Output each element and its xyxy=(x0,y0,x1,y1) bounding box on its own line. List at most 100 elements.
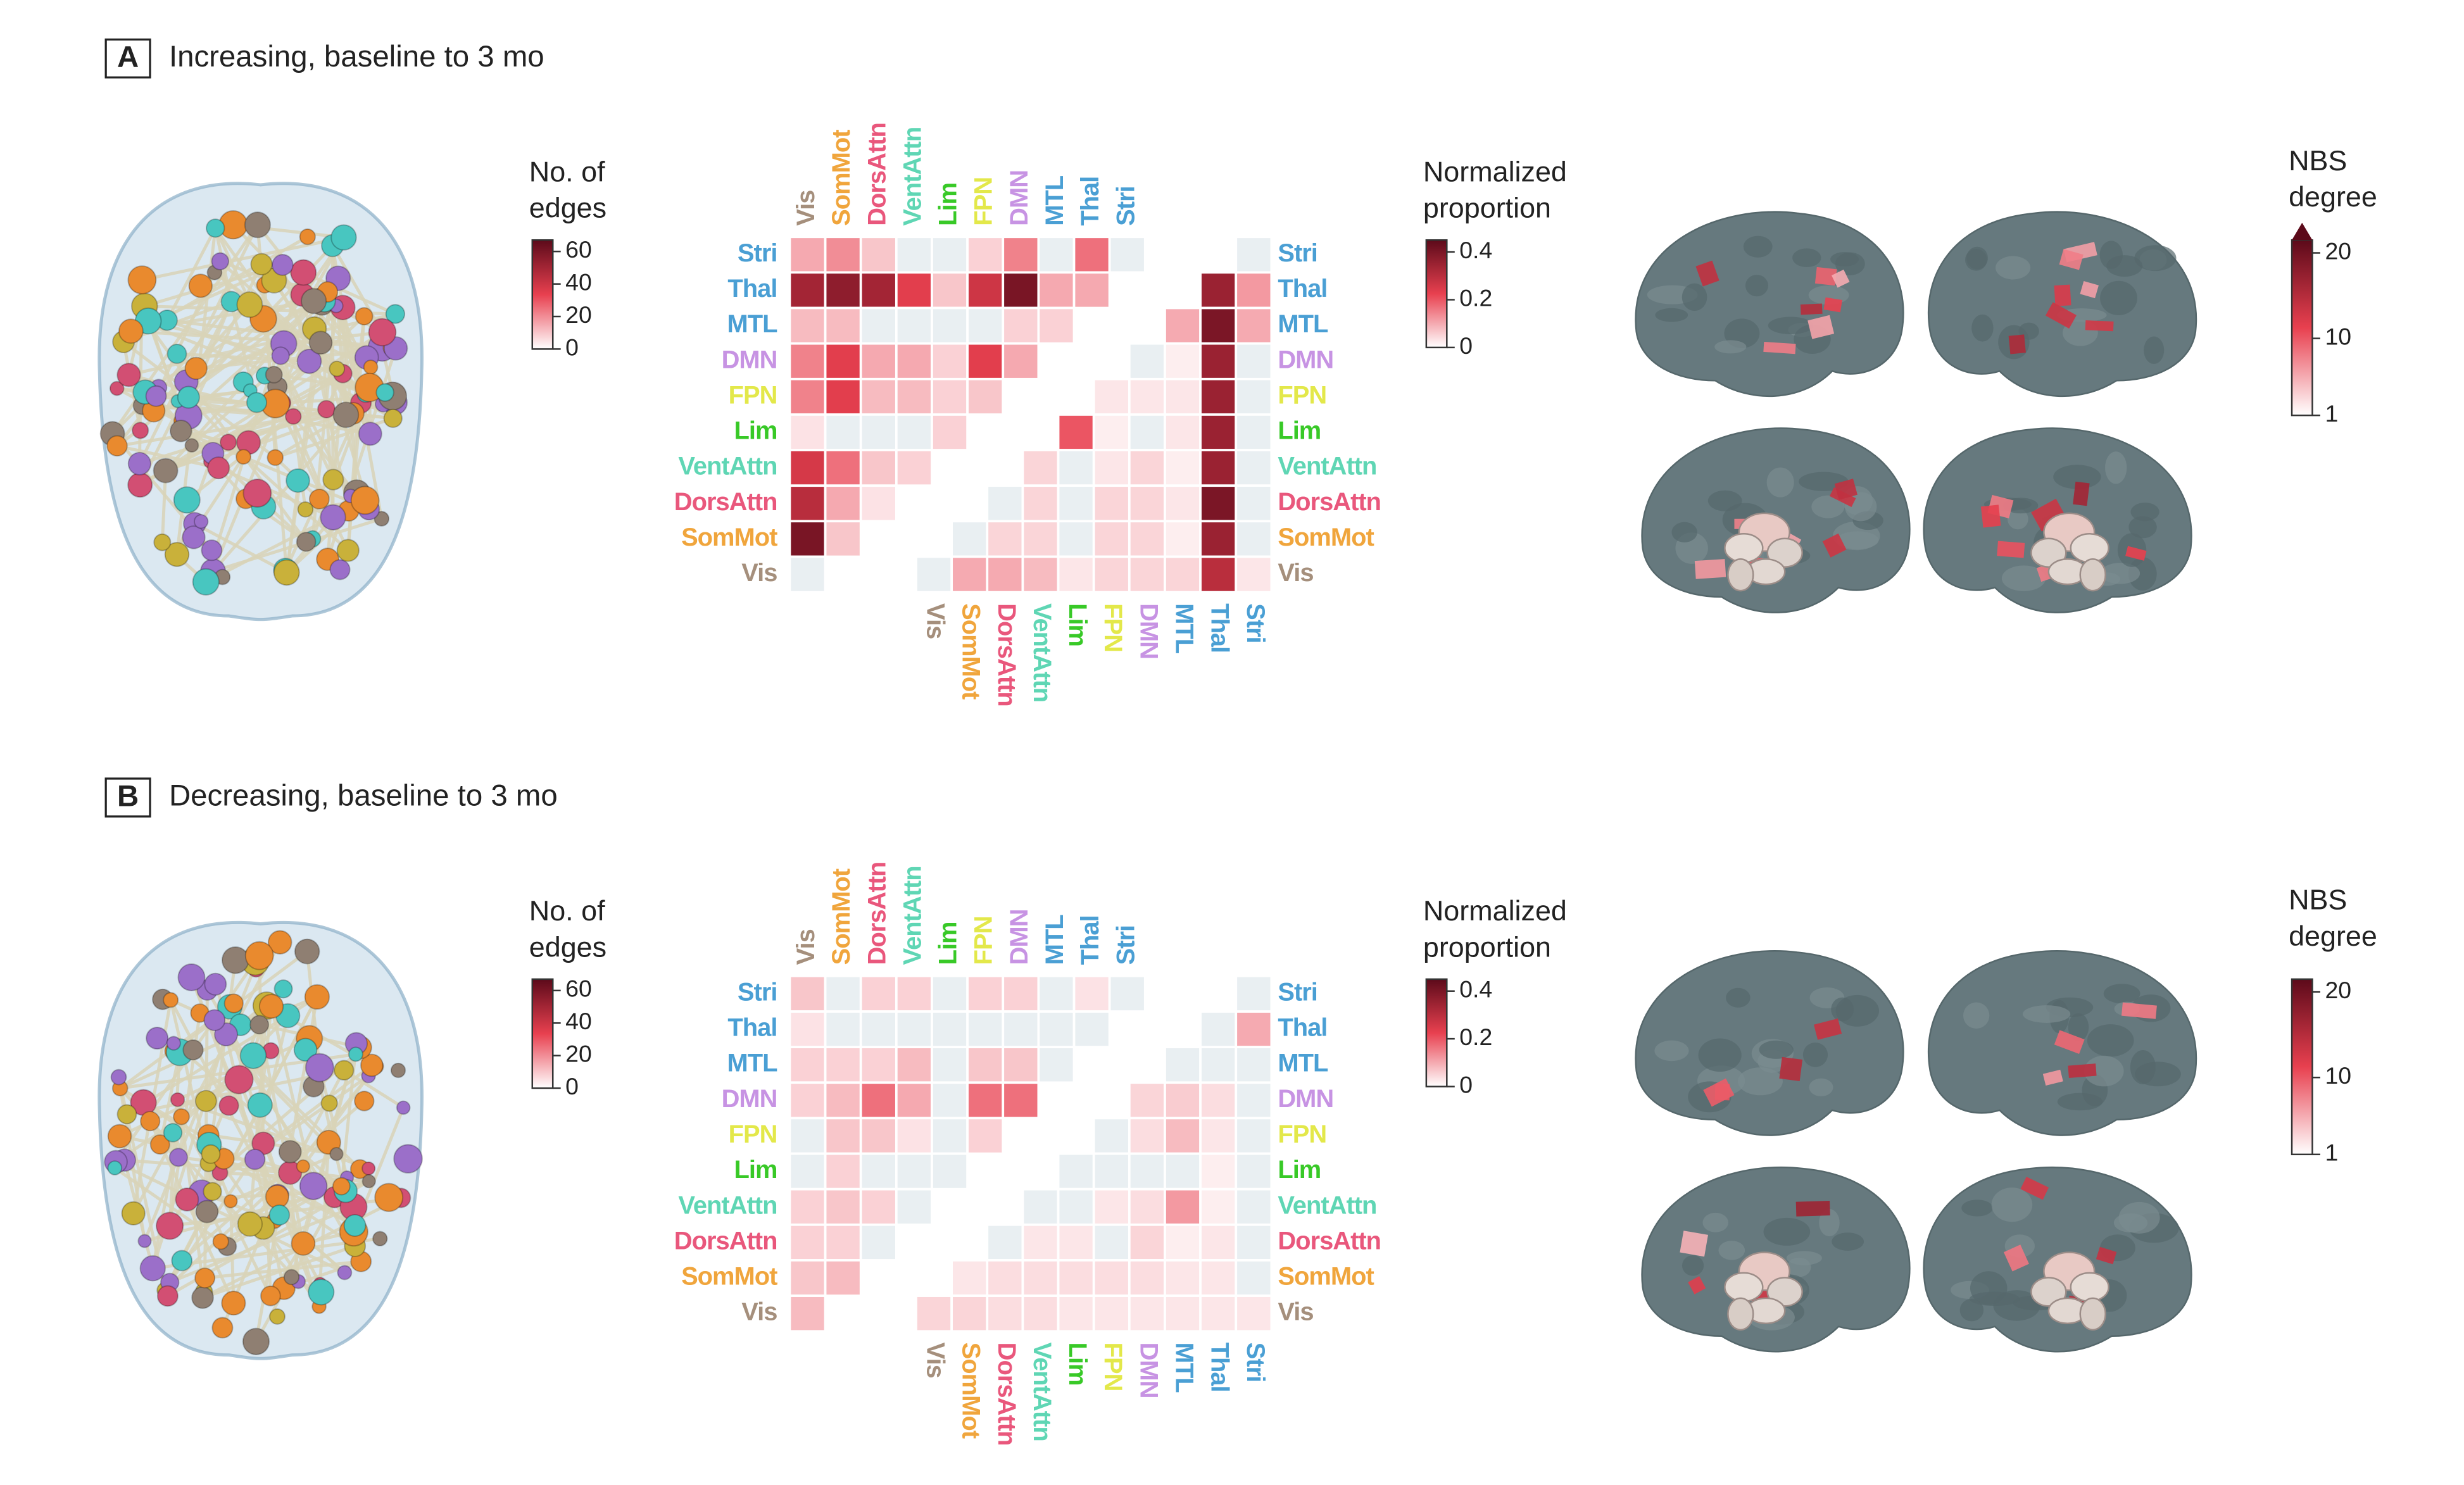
heatmap-cell xyxy=(1199,1223,1238,1262)
network-node xyxy=(146,1027,169,1050)
cortex-view xyxy=(1927,211,2197,398)
network-node xyxy=(244,1148,266,1170)
colorbar-tick-label: 20 xyxy=(2325,977,2351,1003)
heatmap-cell xyxy=(1199,1081,1238,1120)
heatmap-cell xyxy=(1128,377,1166,416)
network-node xyxy=(383,408,403,429)
network-node xyxy=(271,254,294,276)
cortex-parcel xyxy=(1819,1209,1840,1237)
colorbar-extend xyxy=(2292,222,2313,241)
heatmap-cell xyxy=(895,413,933,451)
network-node xyxy=(350,486,380,515)
cortex-patch xyxy=(2008,334,2026,354)
heatmap-cell xyxy=(1021,1187,1060,1226)
network-edge xyxy=(113,1167,229,1248)
heatmap-cell xyxy=(1164,484,1202,523)
network-node xyxy=(271,346,290,365)
heatmap-cell xyxy=(1164,1187,1202,1226)
heatmap-cell xyxy=(788,235,827,274)
network-node xyxy=(348,1046,363,1062)
heatmap-cell xyxy=(931,1010,969,1049)
cortex-parcel xyxy=(1991,1187,2033,1222)
heatmap-cell xyxy=(1164,1223,1202,1262)
network-node xyxy=(218,1095,239,1116)
row-label: SomMot xyxy=(681,1263,777,1291)
heatmap-cell xyxy=(1092,520,1131,558)
network-node xyxy=(244,211,271,239)
cortex-parcel xyxy=(1809,1078,1833,1096)
network-node xyxy=(299,1172,328,1200)
column-label: VentAttn xyxy=(898,866,926,965)
heatmap-cell xyxy=(895,974,933,1013)
panel-label: B xyxy=(117,780,139,813)
network-node xyxy=(163,1123,183,1143)
heatmap-cell xyxy=(824,484,862,523)
heatmap-cell xyxy=(1235,449,1273,487)
cortex-patch xyxy=(2020,1177,2049,1200)
network-node xyxy=(296,1159,310,1174)
colorbar-tick-label: 1 xyxy=(2325,1139,2338,1166)
heatmap-cell xyxy=(1164,520,1202,558)
subcortical-structure xyxy=(2070,533,2109,563)
cortex-patch xyxy=(1800,303,1823,315)
colorbar xyxy=(531,239,554,350)
cortex-parcel xyxy=(2130,503,2159,522)
network-node xyxy=(296,348,322,374)
heatmap-cell xyxy=(1128,1187,1166,1226)
heatmap-cell xyxy=(1199,1046,1238,1084)
network-edge xyxy=(202,1244,356,1300)
network-node xyxy=(285,408,302,425)
column-label: Stri xyxy=(1241,1343,1269,1382)
column-label: DMN xyxy=(1135,603,1162,659)
heatmap-cell xyxy=(950,555,989,594)
subcortical-structure xyxy=(1766,1277,1803,1307)
network-node xyxy=(236,449,251,465)
brain-network xyxy=(97,920,424,1360)
network-node xyxy=(305,1053,334,1082)
column-label: Vis xyxy=(922,1343,950,1378)
column-label: Lim xyxy=(934,183,962,226)
network-node xyxy=(336,539,360,562)
network-node xyxy=(175,1187,199,1212)
heatmap-cell xyxy=(824,306,862,345)
cortex-parcel xyxy=(2134,245,2177,272)
heatmap-cell xyxy=(1092,555,1131,594)
network-edge xyxy=(212,517,382,573)
heatmap-cell xyxy=(788,520,827,558)
heatmap-cell xyxy=(1235,974,1273,1013)
column-label: Thal xyxy=(1076,915,1104,965)
heatmap-cell xyxy=(1199,520,1238,558)
network-node xyxy=(207,456,230,480)
heatmap-cell xyxy=(1128,555,1166,594)
network-node xyxy=(329,360,346,377)
heatmap-cell xyxy=(824,1259,862,1297)
heatmap-cell xyxy=(824,271,862,310)
heatmap-cell xyxy=(1235,1259,1273,1297)
network-node xyxy=(127,472,153,498)
network-edge xyxy=(128,312,396,377)
cortex-parcel xyxy=(1959,1298,1984,1322)
heatmap-cell xyxy=(1164,449,1202,487)
column-label: FPN xyxy=(970,917,998,965)
cortex-patch xyxy=(2031,498,2067,532)
legend-title: No. of xyxy=(529,155,605,187)
heatmap-cell xyxy=(859,1081,898,1120)
row-label: SomMot xyxy=(681,523,777,551)
row-label: SomMot xyxy=(1278,1263,1374,1291)
network-node xyxy=(212,1233,229,1250)
heatmap-cell xyxy=(895,1117,933,1155)
heatmap-cell xyxy=(1057,1223,1095,1262)
heatmap-cell xyxy=(1002,974,1040,1013)
network-node xyxy=(182,1039,204,1061)
cortex-patch xyxy=(2059,249,2084,270)
row-label: DorsAttn xyxy=(1278,488,1381,516)
heatmap-cell xyxy=(788,306,827,345)
heatmap-cell xyxy=(986,1223,1024,1262)
heatmap-cell xyxy=(1037,235,1076,274)
column-label: DorsAttn xyxy=(863,862,891,965)
network-node xyxy=(118,318,144,344)
cortex-patch xyxy=(1997,541,2025,558)
cortex-parcel xyxy=(1792,248,1821,268)
